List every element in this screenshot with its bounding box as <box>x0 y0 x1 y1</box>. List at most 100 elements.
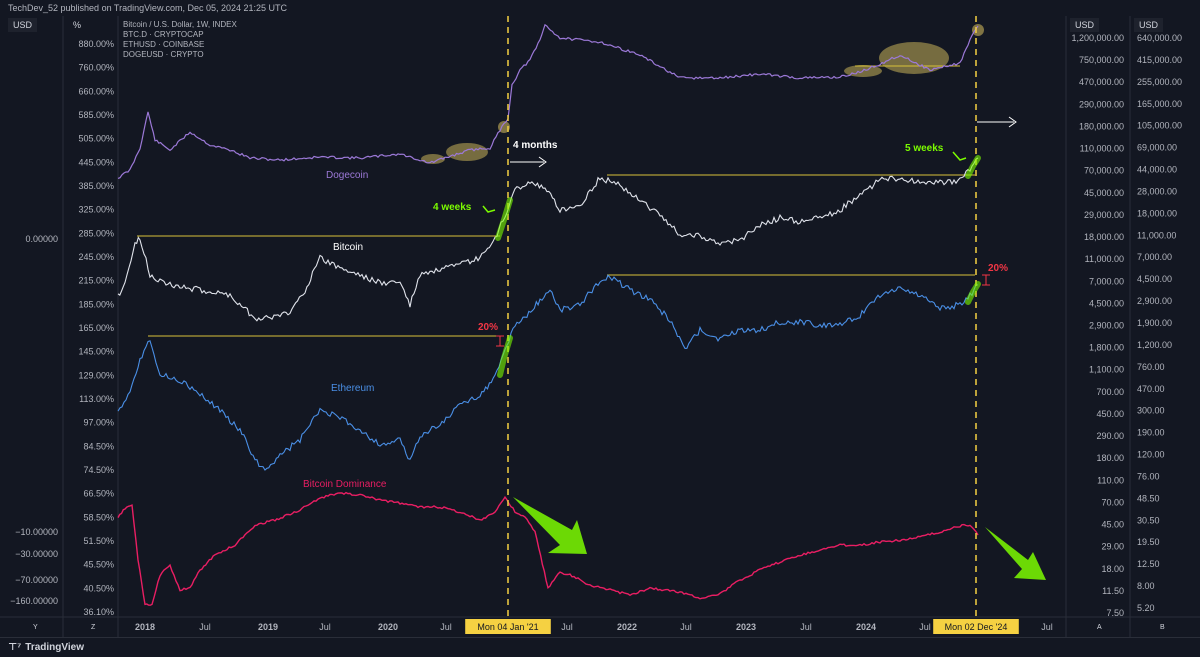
highlight-ellipse <box>421 154 445 164</box>
axis-tick-label: 505.00% <box>78 134 114 144</box>
axis-tick-label: 190.00 <box>1137 428 1165 438</box>
axis-right-1[interactable]: 1,200,000.00 750,000.00 470,000.00 290,000.… <box>1071 33 1124 618</box>
axis-left-2[interactable]: 880.00% 760.00% 660.00% 585.00% 505.00% 445.0… <box>78 39 114 617</box>
axis-tick-label: 4,500.00 <box>1089 298 1124 308</box>
axis-tick-label: 18,000.00 <box>1084 232 1124 242</box>
axis-tick-label: 585.00% <box>78 110 114 120</box>
right-unit-selector-2[interactable]: USD <box>1134 18 1164 32</box>
axis-tick-label: 4,500.00 <box>1137 274 1172 284</box>
axis-tick-label: 2,900.00 <box>1137 296 1172 306</box>
price-chart[interactable]: Bitcoin / U.S. Dollar, 1W, INDEX BTC.D ·… <box>0 0 1200 637</box>
axis-tick-label: 750,000.00 <box>1079 55 1124 65</box>
axis-tick-label: −10.00000 <box>15 527 58 537</box>
axis-tick-label: 245.00% <box>78 252 114 262</box>
axis-tick-label: 97.00% <box>83 418 114 428</box>
axis-tick-label: 29,000.00 <box>1084 210 1124 220</box>
axis-tick-label: 285.00% <box>78 228 114 238</box>
axis-tick-label: 40.50% <box>83 583 114 593</box>
axis-right-2[interactable]: 640,000.00 415,000.00 255,000.00 165,000.00… <box>1137 33 1182 613</box>
axis-tick-label: 2,900.00 <box>1089 321 1124 331</box>
axis-tick-label: 180.00 <box>1096 453 1124 463</box>
axis-tick-label: −30.00000 <box>15 549 58 559</box>
axis-tick-label: 760.00 <box>1137 362 1165 372</box>
axis-tick-label: 760.00% <box>78 63 114 73</box>
annotation-4-months: 4 months <box>513 140 558 151</box>
time-axis-label: 2018 <box>135 622 155 632</box>
eth-current-highlight <box>965 281 981 305</box>
arrow-head <box>538 156 547 168</box>
time-axis-label: Jul <box>1041 622 1053 632</box>
axis-tick-label: 7.50 <box>1106 608 1124 618</box>
green-highlights <box>495 155 981 378</box>
eth-breakout-highlight <box>497 335 513 378</box>
axis-tick-label: 445.00% <box>78 157 114 167</box>
left-percent-label[interactable]: % <box>73 20 82 30</box>
right-unit-selector-1[interactable]: USD <box>1070 18 1100 32</box>
green-arrow-dominance-2024 <box>985 527 1046 580</box>
axis-tick-label: 45.00 <box>1101 520 1124 530</box>
axis-tick-label: 120.00 <box>1137 450 1165 460</box>
axis-tick-label: 12.50 <box>1137 559 1160 569</box>
axis-toggle-b[interactable]: B <box>1160 624 1165 631</box>
green-arrow-4-weeks <box>482 205 496 213</box>
axis-tick-label: 290.00 <box>1096 431 1124 441</box>
tv-logo-icon: ⊤⁷ <box>8 642 22 653</box>
axis-tick-label: 1,900.00 <box>1137 318 1172 328</box>
highlight-zones <box>421 24 984 164</box>
date-highlight-box <box>465 619 551 634</box>
series-line-dogecoin <box>117 23 979 179</box>
series-label-ethereum: Ethereum <box>331 383 374 394</box>
time-axis-label: 2023 <box>736 622 756 632</box>
annotation-20pct-2021: 20% <box>478 322 498 333</box>
green-arrow-5-weeks <box>952 151 967 161</box>
axis-tick-label: 44,000.00 <box>1137 165 1177 175</box>
axis-tick-label: 84.50% <box>83 441 114 451</box>
time-axis-label: 2024 <box>856 622 876 632</box>
tradingview-logo[interactable]: ⊤⁷ TradingView <box>8 638 84 657</box>
axis-tick-label: 700.00 <box>1096 387 1124 397</box>
axis-tick-label: 36.10% <box>83 607 114 617</box>
annotation-20pct-2024: 20% <box>988 263 1008 274</box>
green-arrow-dominance-2021 <box>513 497 587 554</box>
axis-tick-label: 185.00% <box>78 299 114 309</box>
axis-tick-label: 11.50 <box>1102 586 1124 596</box>
axis-tick-label: 30.50 <box>1137 515 1160 525</box>
axis-toggle-a[interactable]: A <box>1097 624 1102 631</box>
axis-tick-label: 70,000.00 <box>1084 166 1124 176</box>
axis-tick-label: 165.00% <box>78 323 114 333</box>
axis-tick-label: 129.00% <box>78 370 114 380</box>
annotation-5-weeks: 5 weeks <box>905 143 944 154</box>
time-axis-label: Jul <box>680 622 692 632</box>
legend-item: Bitcoin / U.S. Dollar, 1W, INDEX <box>123 20 237 29</box>
axis-tick-label: 300.00 <box>1137 406 1165 416</box>
btc-current-highlight <box>965 155 981 179</box>
time-axis[interactable]: 2018 Jul 2019 Jul 2020 Jul Mon 04 Jan '21 Jul 20… <box>135 619 1053 634</box>
axis-tick-label: 8.00 <box>1137 581 1155 591</box>
axis-tick-label: 290,000.00 <box>1079 99 1124 109</box>
red-bracket-2024 <box>982 274 990 286</box>
axis-tick-label: 18.00 <box>1101 564 1124 574</box>
axis-tick-label: 180,000.00 <box>1079 121 1124 131</box>
axis-toggle-y[interactable]: Y <box>33 624 38 631</box>
axis-tick-label: 470.00 <box>1137 384 1165 394</box>
axis-tick-label: 29.00 <box>1101 542 1124 552</box>
annotation-4-weeks: 4 weeks <box>433 202 472 213</box>
axis-tick-label: 0.00000 <box>25 234 58 244</box>
series-line-bitcoin-dominance <box>117 491 979 606</box>
axis-tick-label: 7,000.00 <box>1089 276 1124 286</box>
left-unit-selector[interactable]: USD <box>8 18 38 32</box>
highlight-ellipse <box>972 24 984 36</box>
axis-tick-label: −70.00000 <box>15 575 58 585</box>
axis-tick-label: 58.50% <box>83 512 114 522</box>
axis-tick-label: 1,100.00 <box>1089 365 1124 375</box>
axis-left-1[interactable]: 0.00000 −10.00000 −30.00000 −70.00000 −160.0… <box>10 234 58 606</box>
axis-tick-label: 255,000.00 <box>1137 77 1182 87</box>
series-layer <box>117 23 979 606</box>
time-axis-label: Jul <box>561 622 573 632</box>
axis-tick-label: 74.50% <box>83 465 114 475</box>
axis-toggle-z[interactable]: Z <box>91 624 96 631</box>
legend-item: DOGEUSD · CRYPTO <box>123 50 204 59</box>
series-label-bitcoin-dominance: Bitcoin Dominance <box>303 479 387 490</box>
axis-tick-label: 1,200.00 <box>1137 340 1172 350</box>
footer-bar: ⊤⁷ TradingView <box>0 637 1200 657</box>
